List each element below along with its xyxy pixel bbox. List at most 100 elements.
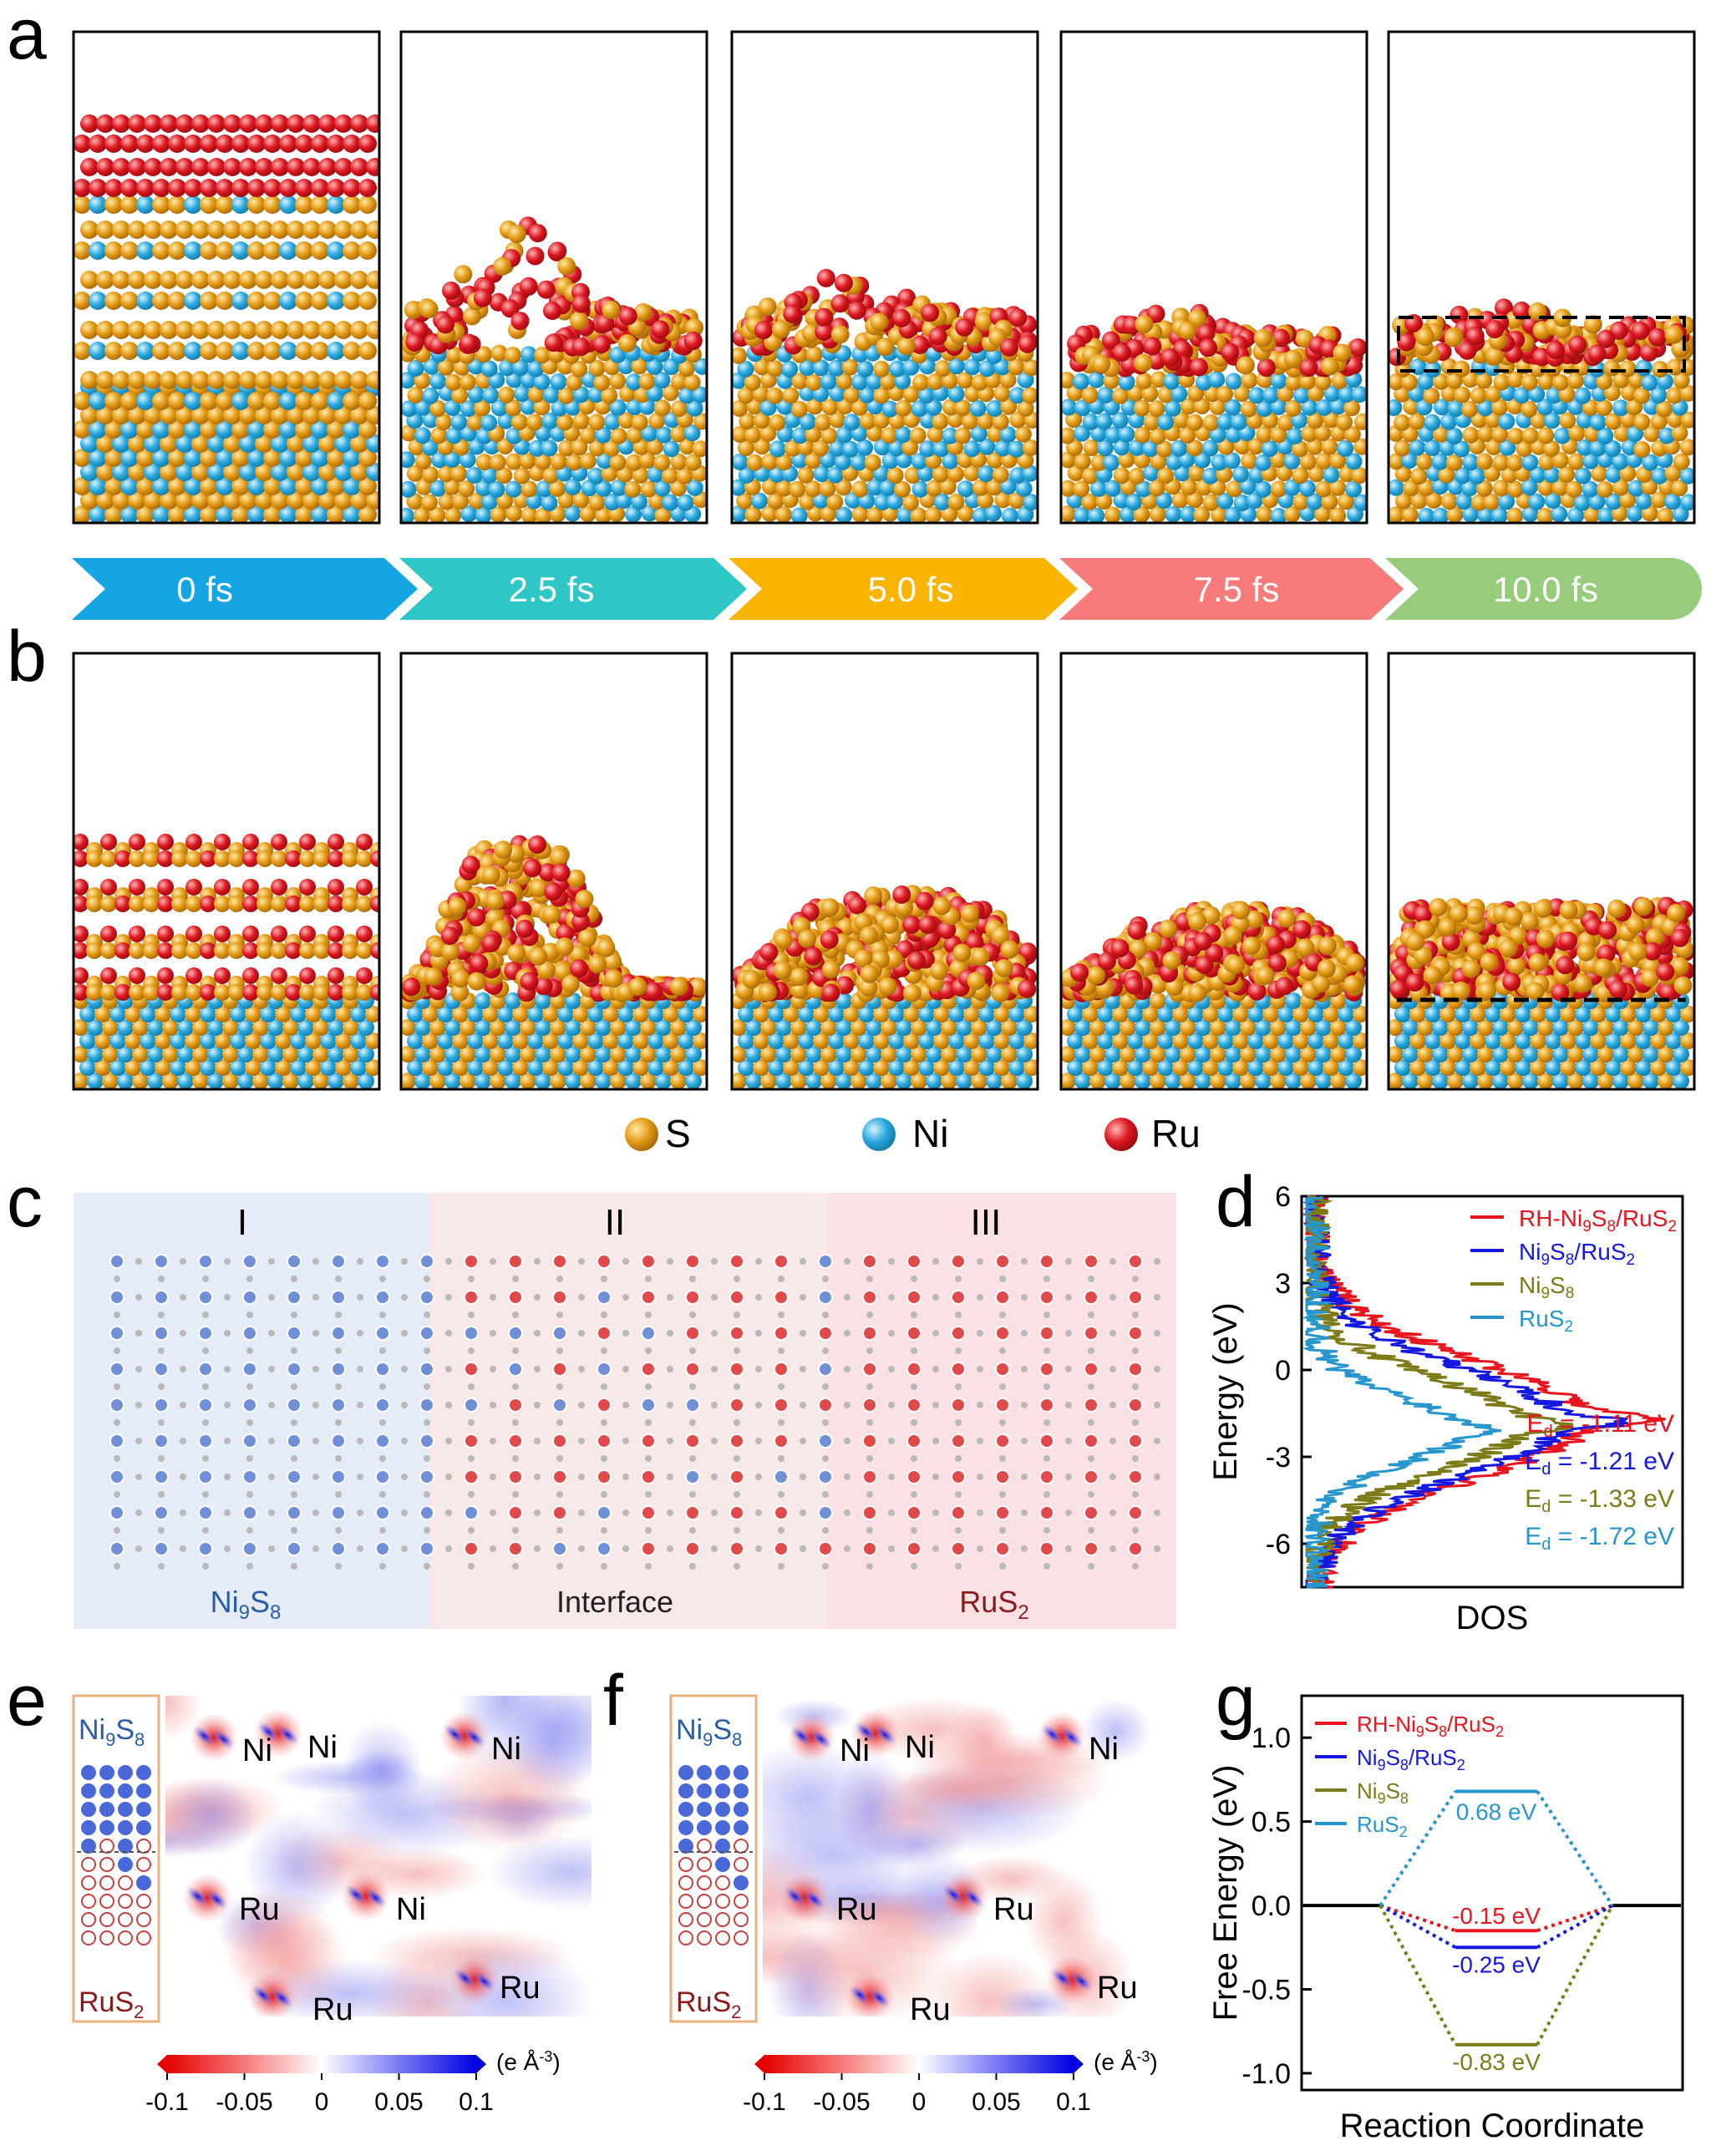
s-atom [1477,1046,1494,1063]
s-atom [343,392,361,410]
s-site [1132,1419,1139,1426]
ni-atom [732,505,748,523]
panel-label-f: f [603,1661,624,1741]
s-atom [443,478,460,495]
ru-atom [570,959,588,978]
ni-atom [1605,1032,1622,1049]
s-site [490,1330,496,1337]
ru-atom [89,179,107,197]
s-site [844,1258,850,1265]
s-atom [580,1046,597,1063]
s-atom [1613,424,1631,442]
s-atom [1507,1019,1524,1036]
s-atom [1658,1073,1674,1089]
s-atom [96,491,114,510]
s-atom [579,505,597,523]
s-site [1021,1294,1028,1301]
s-atom [420,494,438,511]
ru-atom [80,114,99,133]
s-atom [799,493,816,510]
s-atom [343,342,361,360]
s-atom [1023,1059,1038,1076]
s-atom [1284,399,1302,417]
s-atom [1082,1059,1099,1076]
ru-atom [536,280,556,299]
ni-atom [89,505,107,523]
s-atom [74,392,91,410]
ni-atom [1016,1073,1033,1089]
ni-atom [1338,1006,1354,1022]
s-site [158,1347,165,1354]
s-atom [610,427,627,444]
ni-atom [1447,400,1465,418]
s-atom [144,271,162,289]
ni-atom [1127,1059,1144,1076]
ni-atom [1164,399,1181,417]
s-site [1109,1366,1116,1372]
s-atom [880,916,899,934]
s-atom [1612,479,1629,496]
ru-atom [356,926,373,942]
ru-site [1039,1326,1054,1341]
ru-atom [152,179,170,197]
s-atom [223,491,241,510]
s-atom [1162,951,1181,970]
ni-atom [745,1073,762,1089]
ni-atom [488,480,505,498]
s-atom [482,1032,499,1049]
s-atom [228,895,245,912]
s-atom [1061,1073,1076,1089]
s-atom [1201,906,1221,925]
ru-site [906,1290,922,1305]
ru-atom [1441,932,1460,951]
s-atom [1231,900,1251,920]
s-atom [334,321,353,339]
s-atom [313,942,330,959]
s-atom [1658,1046,1674,1063]
s-atom [1120,1073,1136,1089]
s-atom [1507,1046,1524,1063]
simulation-box [730,30,1039,525]
s-atom [94,1006,111,1022]
ni-atom [1125,493,1143,510]
s-atom [1533,899,1552,918]
ni-atom [505,480,522,498]
ru-site [1128,1254,1143,1269]
ni-atom [1285,1073,1302,1089]
s-atom [1470,1032,1486,1049]
s-atom [1211,506,1227,523]
ni-atom [1233,495,1251,511]
ni-atom [1157,1032,1174,1049]
ru-atom [481,934,500,953]
ni-atom [1165,1019,1181,1036]
s-site [689,1419,696,1426]
s-atom [1567,1019,1584,1036]
s-atom [86,942,103,959]
s-atom [1537,479,1555,496]
s-atom [1090,454,1108,471]
ru-atom [89,134,107,153]
s-atom [1680,411,1694,429]
lattice-atoms [109,1254,1160,1570]
s-atom [255,271,273,289]
s-atom [191,321,210,339]
ni-atom [79,1059,96,1076]
ni-atom [271,434,289,453]
s-atom [1679,384,1694,402]
s-atom [1389,1019,1404,1036]
s-atom [991,926,1010,946]
s-atom [1560,1032,1576,1049]
ru-atom [74,967,89,984]
s-atom [1641,968,1660,987]
ru-atom [200,942,216,959]
ru-atom [523,859,542,878]
s-site [578,1258,585,1265]
s-atom [789,480,806,498]
ni-atom [414,1073,431,1089]
s-atom [732,1073,747,1089]
ru-atom [955,317,974,337]
ni-atom [1574,387,1592,404]
ni-atom [942,427,959,444]
ru-atom [1193,931,1212,951]
ru-atom [157,834,174,850]
